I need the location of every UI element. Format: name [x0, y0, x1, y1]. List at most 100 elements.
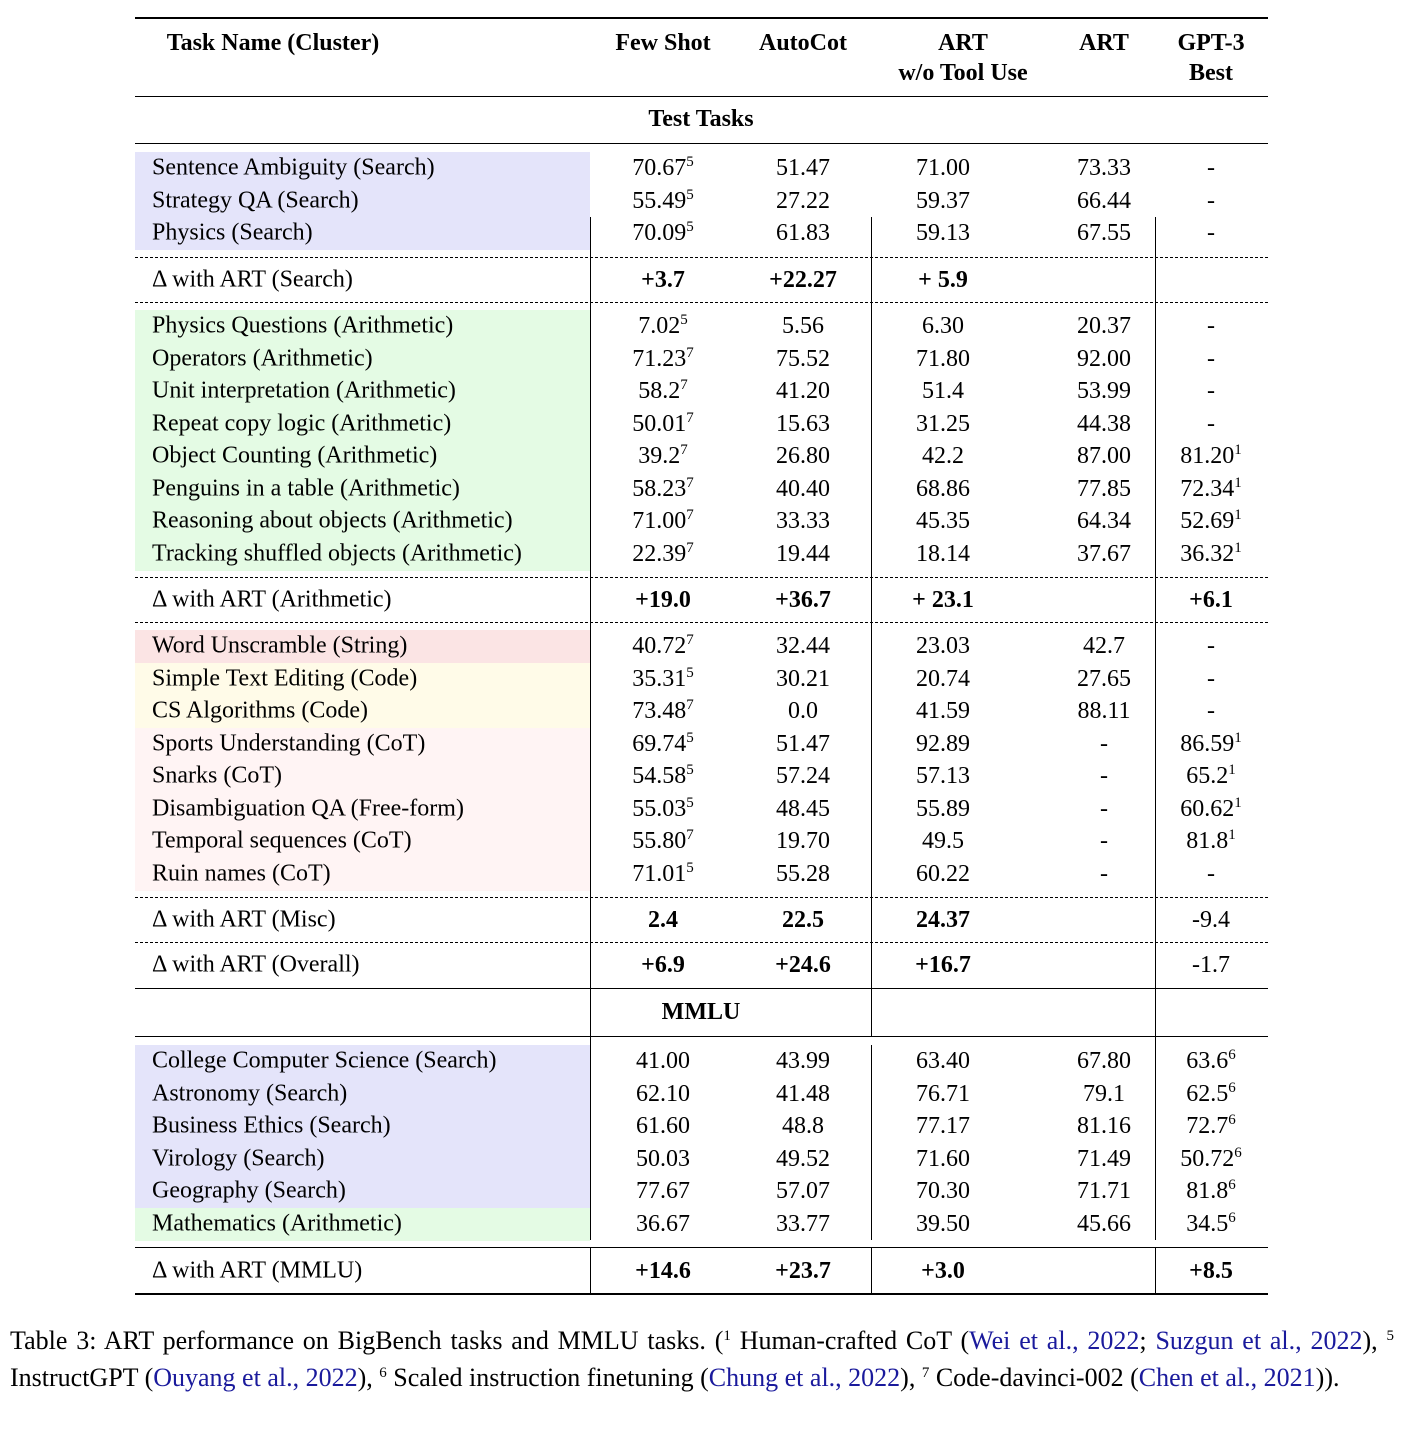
- column-divider: [871, 1248, 872, 1294]
- delta-autocot: 22.5: [782, 906, 824, 934]
- header-art: ART: [1079, 30, 1129, 56]
- cell-gpt3-best: 34.56: [1186, 1210, 1236, 1238]
- column-divider: [1155, 570, 1156, 578]
- header-rule: [135, 96, 1268, 97]
- cell-value: +23.7: [775, 1258, 831, 1284]
- cell-value: 70.30: [916, 1178, 970, 1205]
- column-divider: [1155, 1036, 1156, 1045]
- caption-sup: 5: [1386, 1328, 1395, 1344]
- caption-sup: 7: [921, 1365, 930, 1381]
- cell-art: 37.67: [1077, 540, 1131, 568]
- caption-text: )).: [1315, 1363, 1340, 1392]
- cell-value: 51.47: [776, 730, 830, 757]
- cell-art-wo-tool: 68.86: [916, 475, 970, 503]
- cell-autocot: 5.56: [782, 312, 824, 340]
- cell-value: 41.00: [636, 1048, 690, 1075]
- cell-value: -: [1207, 187, 1215, 214]
- cell-art: 92.00: [1077, 345, 1131, 373]
- delta-autocot: +24.6: [775, 951, 831, 979]
- cell-art-wo-tool: 23.03: [916, 632, 970, 660]
- cell-autocot: 49.52: [776, 1145, 830, 1173]
- delta-autocot: +22.27: [769, 266, 837, 294]
- cell-value: 42.7: [1083, 633, 1125, 660]
- cell-art: 88.11: [1077, 697, 1130, 725]
- cell-value: +16.7: [915, 952, 971, 978]
- column-divider: [1155, 217, 1156, 250]
- cell-art-wo-tool: 71.80: [916, 345, 970, 373]
- cell-art-wo-tool: 20.74: [916, 665, 970, 693]
- column-divider: [590, 570, 591, 578]
- delta-label: Δ with ART (Misc): [152, 906, 336, 933]
- footnote-marker: 5: [686, 186, 694, 203]
- footnote-marker: 7: [686, 474, 694, 491]
- cell-few-shot: 61.60: [636, 1112, 690, 1140]
- header-art-wo-line1: ART: [938, 30, 988, 56]
- cell-value: 87.00: [1077, 443, 1131, 470]
- cell-art: 53.99: [1077, 377, 1131, 405]
- cell-value: 66.44: [1077, 187, 1131, 214]
- task-name: Business Ethics (Search): [152, 1112, 391, 1139]
- cell-art: -: [1100, 860, 1108, 888]
- cell-value: 37.67: [1077, 540, 1131, 567]
- cell-value: 71.01: [632, 860, 687, 887]
- dashed-rule: [135, 942, 1268, 943]
- cell-value: 33.33: [776, 508, 830, 535]
- cell-gpt3-best: 81.201: [1180, 442, 1242, 470]
- cell-gpt3-best: 72.341: [1180, 475, 1242, 503]
- cell-gpt3-best: 50.726: [1180, 1145, 1242, 1173]
- citation-link[interactable]: Chen et al., 2021: [1138, 1363, 1316, 1392]
- row-highlight-arithmetic: [135, 375, 590, 408]
- task-name: Geography (Search): [152, 1177, 346, 1204]
- column-divider: [590, 988, 591, 1036]
- cell-value: -: [1100, 828, 1108, 855]
- footnote-marker: 5: [686, 859, 694, 876]
- row-highlight-search: [135, 1175, 590, 1208]
- cell-autocot: 48.45: [776, 795, 830, 823]
- cell-art: -: [1100, 827, 1108, 855]
- cell-value: -: [1207, 860, 1215, 887]
- citation-link[interactable]: Ouyang et al., 2022: [153, 1363, 358, 1392]
- cell-few-shot: 35.315: [632, 665, 694, 693]
- footnote-marker: 5: [680, 312, 688, 329]
- column-divider: [1155, 249, 1156, 258]
- cell-few-shot: 58.27: [638, 377, 688, 405]
- cell-value: 57.13: [916, 763, 970, 790]
- cell-value: 22.5: [782, 907, 824, 933]
- task-name: CS Algorithms (Code): [152, 697, 369, 724]
- cell-autocot: 75.52: [776, 345, 830, 373]
- cell-value: 71.80: [916, 345, 970, 372]
- cell-value: 0.0: [788, 698, 818, 725]
- cell-value: 33.77: [776, 1210, 830, 1237]
- header-gpt3-line2: Best: [1189, 60, 1233, 86]
- footnote-marker: 1: [1234, 507, 1242, 524]
- row-highlight-arithmetic: [135, 505, 590, 538]
- citation-link[interactable]: Chung et al., 2022: [708, 1363, 901, 1392]
- citation-link[interactable]: Suzgun et al., 2022: [1155, 1326, 1363, 1355]
- cell-value: 61.83: [776, 220, 830, 247]
- cell-gpt3-best: -: [1207, 154, 1215, 182]
- citation-link[interactable]: Wei et al., 2022: [969, 1326, 1140, 1355]
- header-gpt3-best: GPT-3 Best: [1177, 28, 1244, 88]
- column-divider: [871, 630, 872, 890]
- cell-gpt3-best: 62.56: [1186, 1080, 1236, 1108]
- task-name: Object Counting (Arithmetic): [152, 442, 438, 469]
- solid-rule: [135, 1247, 1268, 1248]
- footnote-marker: 6: [1228, 1209, 1236, 1226]
- row-highlight-search: [135, 184, 590, 218]
- column-divider: [871, 570, 872, 578]
- cell-value: 43.99: [776, 1048, 830, 1075]
- solid-rule: [135, 1293, 1268, 1295]
- cell-art: 77.85: [1077, 475, 1131, 503]
- column-divider: [590, 302, 591, 310]
- row-highlight-search: [135, 217, 590, 250]
- cell-value: 53.99: [1077, 378, 1131, 405]
- column-divider: [590, 942, 591, 988]
- cell-art: 42.7: [1083, 632, 1125, 660]
- cell-gpt3-best: -: [1207, 345, 1215, 373]
- row-highlight-arithmetic: [135, 310, 590, 343]
- cell-value: -: [1100, 860, 1108, 887]
- task-name: Physics (Search): [152, 219, 313, 246]
- column-divider: [590, 577, 591, 623]
- cell-value: -9.4: [1192, 907, 1230, 933]
- cell-value: 41.20: [776, 378, 830, 405]
